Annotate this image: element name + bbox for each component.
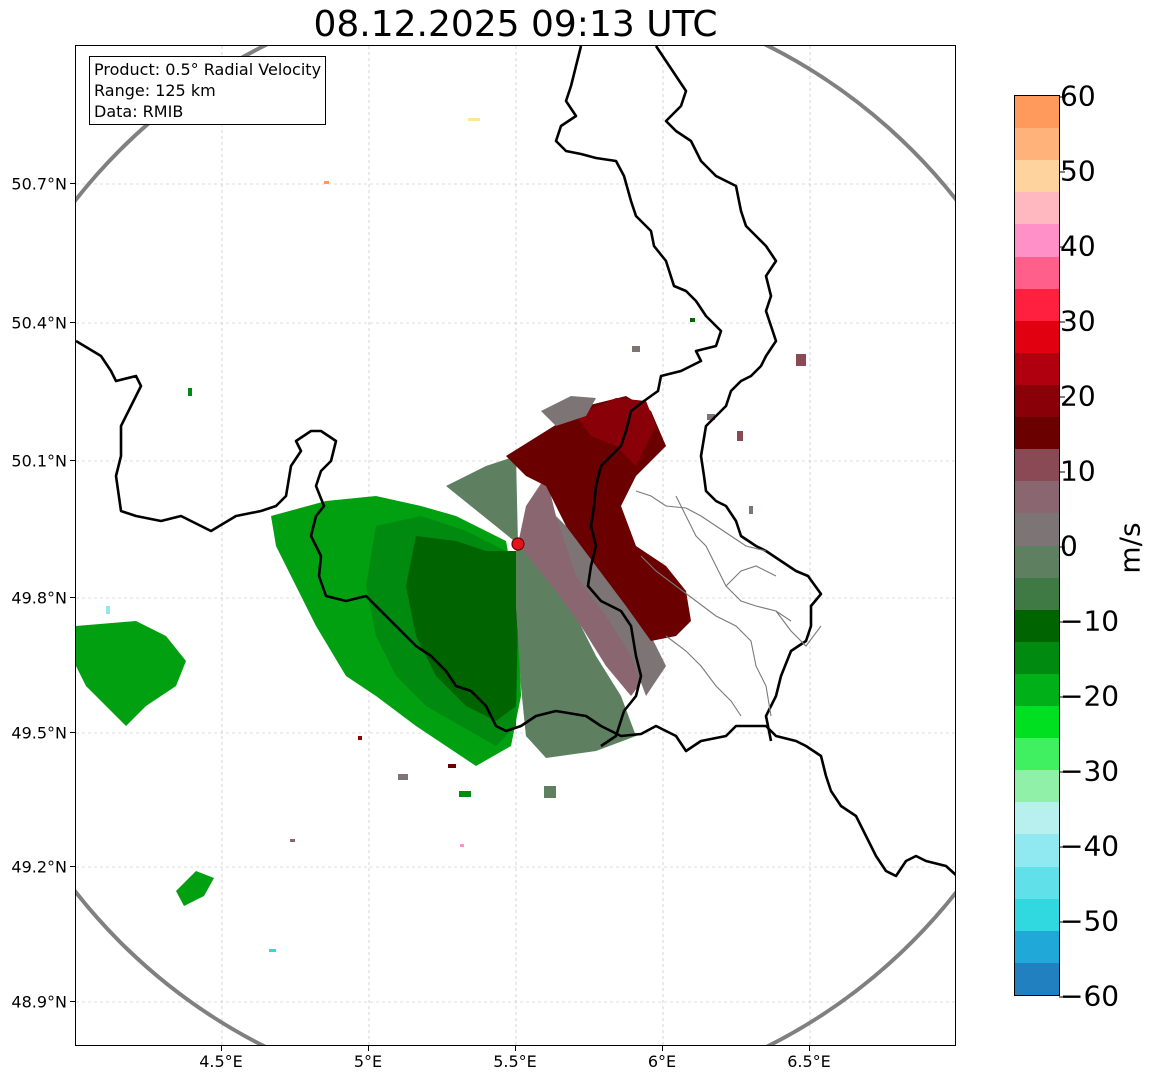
colorbar-segment (1015, 577, 1059, 611)
chart-title: 08.12.2025 09:13 UTC (313, 4, 718, 45)
colorbar-segment (1015, 673, 1059, 708)
lat-tick-mark (70, 597, 75, 598)
lon-tick-mark (515, 1046, 516, 1051)
echo-speckles (106, 118, 806, 952)
colorbar-label: m/s (1113, 522, 1147, 574)
colorbar-tick: −60 (1058, 979, 1120, 1013)
colorbar-segment (1015, 930, 1059, 964)
colorbar-tick: −50 (1058, 904, 1120, 938)
colorbar-segment (1015, 898, 1059, 932)
velocity-colorbar (1014, 95, 1060, 996)
radar-site-marker (511, 537, 525, 551)
admin-borders (635, 490, 822, 717)
colorbar-tick: −30 (1058, 754, 1120, 788)
colorbar-tick: −10 (1058, 604, 1120, 638)
echo-west (76, 621, 186, 726)
colorbar-segment (1015, 706, 1059, 740)
colorbar-segment (1015, 770, 1059, 804)
lon-tick-mark (221, 1046, 222, 1051)
data-source-line: Data: RMIB (94, 102, 184, 121)
colorbar-segment (1015, 866, 1059, 900)
lat-tick-label: 48.9°N (11, 992, 67, 1012)
lat-tick-mark (70, 732, 75, 733)
lat-tick-mark (70, 322, 75, 323)
lon-tick-label: 5.5°E (493, 1052, 537, 1071)
colorbar-segment (1015, 834, 1059, 868)
colorbar-tick: 50 (1059, 154, 1096, 188)
lat-tick-label: 49.2°N (11, 857, 67, 877)
colorbar-segment (1015, 738, 1059, 772)
colorbar-segment (1015, 513, 1059, 547)
colorbar-segment (1015, 962, 1059, 995)
colorbar-segment (1015, 96, 1059, 130)
colorbar-tick: −20 (1058, 679, 1120, 713)
lat-tick-mark (70, 866, 75, 867)
colorbar-segment (1015, 256, 1059, 290)
colorbar-tick: −40 (1058, 829, 1120, 863)
lon-tick-label: 4.5°E (199, 1052, 243, 1071)
lon-tick-label: 6.5°E (787, 1052, 831, 1071)
colorbar-segment (1015, 224, 1059, 258)
colorbar-segment (1015, 192, 1059, 226)
radar-map[interactable] (75, 45, 956, 1046)
lat-tick-label: 49.8°N (11, 588, 67, 608)
colorbar-segment (1015, 545, 1059, 579)
colorbar-segment (1015, 802, 1059, 836)
lon-tick-label: 6°E (647, 1052, 677, 1071)
product-info-box: Product: 0.5° Radial Velocity Range: 125… (89, 56, 327, 125)
colorbar-segment (1015, 641, 1059, 675)
map-canvas (76, 46, 955, 1045)
echo-sw (176, 871, 214, 906)
colorbar-segment (1015, 384, 1059, 419)
colorbar-tick: 30 (1059, 304, 1096, 338)
lat-tick-mark (70, 1001, 75, 1002)
lon-tick-label: 5°E (353, 1052, 383, 1071)
colorbar-segment (1015, 352, 1059, 386)
colorbar-segment (1015, 128, 1059, 162)
lon-tick-mark (809, 1046, 810, 1051)
lat-tick-mark (70, 460, 75, 461)
colorbar-segment (1015, 417, 1059, 451)
product-line: Product: 0.5° Radial Velocity (94, 60, 322, 79)
colorbar-segment (1015, 609, 1059, 643)
lat-tick-label: 50.7°N (11, 174, 67, 194)
colorbar-segment (1015, 160, 1059, 194)
colorbar-tick: 20 (1059, 379, 1096, 413)
colorbar-tick: 60 (1059, 79, 1096, 113)
colorbar-tick: 10 (1059, 454, 1096, 488)
country-borders (76, 46, 955, 878)
lon-tick-mark (368, 1046, 369, 1051)
colorbar-segment (1015, 320, 1059, 354)
lat-tick-label: 49.5°N (11, 723, 67, 743)
colorbar-tick: 0 (1059, 529, 1078, 563)
range-line: Range: 125 km (94, 81, 216, 100)
colorbar-segment (1015, 481, 1059, 515)
lat-tick-label: 50.4°N (11, 313, 67, 333)
lat-tick-label: 50.1°N (11, 451, 67, 471)
lat-tick-mark (70, 183, 75, 184)
colorbar-segment (1015, 288, 1059, 322)
colorbar-tick: 40 (1059, 229, 1096, 263)
lon-tick-mark (662, 1046, 663, 1051)
colorbar-segment (1015, 449, 1059, 483)
